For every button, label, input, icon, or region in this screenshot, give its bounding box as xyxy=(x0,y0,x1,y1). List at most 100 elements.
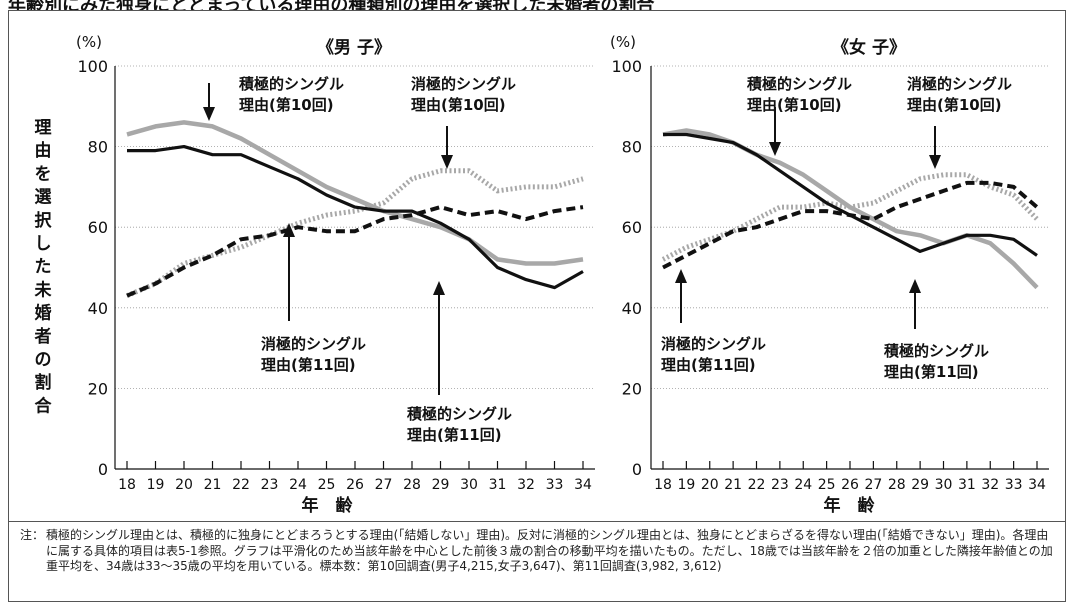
y-axis-label-char: 割 xyxy=(35,372,52,393)
annotation-negative_11-line: 消極的シングル xyxy=(661,335,766,353)
annotation-arrow-negative_10 xyxy=(441,126,453,169)
x-tick-label: 20 xyxy=(175,477,193,493)
y-tick-label: 80 xyxy=(88,138,108,157)
annotation-negative_10-line: 消極的シングル xyxy=(411,75,516,93)
note-label: 注： xyxy=(20,528,45,542)
x-tick-label: 28 xyxy=(888,477,906,493)
annotation-arrow-positive_10 xyxy=(203,83,215,121)
x-tick-label: 25 xyxy=(318,477,336,493)
y-axis-label-char: 合 xyxy=(35,395,53,416)
x-tick-label: 30 xyxy=(460,477,478,493)
x-tick-label: 26 xyxy=(841,477,859,493)
y-unit-label: (%) xyxy=(76,33,102,51)
x-tick-label: 18 xyxy=(118,477,136,493)
x-tick-label: 29 xyxy=(432,477,450,493)
x-tick-label: 27 xyxy=(375,477,393,493)
y-tick-label: 20 xyxy=(88,379,108,398)
x-tick-label: 33 xyxy=(546,477,564,493)
series-line-positive_10 xyxy=(126,120,584,266)
figure-note: 注： 積極的シングル理由とは、積極的に独身にとどまろうとする理由(「結婚しない」… xyxy=(8,521,1066,602)
x-tick-label: 20 xyxy=(701,477,719,493)
y-axis-label-char: 理 xyxy=(35,118,52,138)
y-tick-label: 40 xyxy=(622,299,642,318)
annotation-negative_11-line: 消極的シングル xyxy=(261,335,366,353)
y-axis-label: 理由を選択した未婚者の割合 xyxy=(34,118,53,416)
x-tick-label: 34 xyxy=(574,477,592,493)
charts-canvas: 理由を選択した未婚者の割合 《男 子》 (%) 0 20 40 60 80 100 18 19 20 2… xyxy=(34,33,1049,516)
y-tick-label: 40 xyxy=(88,299,108,318)
y-axis-label-char: 者 xyxy=(34,326,52,347)
x-tick-label: 22 xyxy=(748,477,766,493)
annotation-positive_11-line: 積極的シングル xyxy=(406,405,512,423)
x-tick-label: 31 xyxy=(958,477,976,493)
y-tick-label: 0 xyxy=(632,460,642,479)
y-axis-label-char: 由 xyxy=(35,140,52,161)
x-tick-label: 19 xyxy=(677,477,695,493)
x-tick-label: 22 xyxy=(232,477,250,493)
annotation-positive_11-line: 積極的シングル xyxy=(883,342,989,360)
x-tick-label: 23 xyxy=(261,477,279,493)
annotation-positive_10-line: 積極的シングル xyxy=(238,75,344,93)
x-tick-label: 27 xyxy=(864,477,882,493)
annotation-negative_11-line: 理由(第11回) xyxy=(661,356,756,374)
x-tick-label: 24 xyxy=(289,477,307,493)
x-tick-label: 32 xyxy=(981,477,999,493)
annotation-negative_10-line: 理由(第10回) xyxy=(411,96,506,114)
x-tick-label: 19 xyxy=(147,477,165,493)
x-tick-label: 25 xyxy=(818,477,836,493)
y-axis-label-char: し xyxy=(35,234,52,254)
annotation-positive_11-line: 理由(第11回) xyxy=(407,426,502,444)
y-axis-label-char: た xyxy=(35,257,52,277)
x-tick-label: 21 xyxy=(204,477,222,493)
x-tick-label: 18 xyxy=(654,477,672,493)
x-tick-label: 26 xyxy=(346,477,364,493)
chart-title: 《女 子》 xyxy=(832,37,906,58)
y-axis-label-char: を xyxy=(35,164,52,184)
x-tick-label: 21 xyxy=(724,477,742,493)
annotation-positive_10-line: 理由(第10回) xyxy=(239,96,334,114)
y-tick-label: 20 xyxy=(622,379,642,398)
annotation-arrow-negative_11 xyxy=(283,223,295,321)
annotation-negative_10-line: 理由(第10回) xyxy=(907,96,1002,114)
y-axis-label-char: の xyxy=(35,350,52,370)
x-tick-label: 31 xyxy=(489,477,507,493)
x-tick-label: 29 xyxy=(911,477,929,493)
series-line-negative_11 xyxy=(662,180,1039,270)
x-tick-label: 24 xyxy=(794,477,812,493)
y-tick-label: 0 xyxy=(98,460,108,479)
y-tick-label: 60 xyxy=(622,218,642,237)
x-tick-label: 34 xyxy=(1028,477,1046,493)
annotation-arrow-negative_11 xyxy=(675,269,687,323)
annotation-positive_10-line: 理由(第10回) xyxy=(747,96,842,114)
x-tick-label: 30 xyxy=(935,477,953,493)
x-axis-label: 年 齢 xyxy=(824,495,876,516)
note-text: 積極的シングル理由とは、積極的に独身にとどまろうとする理由(「結婚しない」理由)… xyxy=(46,528,1053,573)
annotation-arrow-positive_10 xyxy=(769,107,781,156)
y-axis-label-char: 選 xyxy=(35,188,52,208)
chart-title: 《男 子》 xyxy=(317,37,391,58)
annotation-arrow-negative_10 xyxy=(929,126,941,169)
series-line-negative_10 xyxy=(126,168,584,299)
annotation-positive_10-line: 積極的シングル xyxy=(746,75,852,93)
y-tick-label: 80 xyxy=(622,138,642,157)
annotation-arrow-positive_11 xyxy=(433,281,445,395)
annotation-positive_11-line: 理由(第11回) xyxy=(884,363,979,381)
y-tick-label: 60 xyxy=(88,218,108,237)
series-line-negative_11 xyxy=(126,205,584,298)
x-tick-label: 33 xyxy=(1005,477,1023,493)
x-axis-label: 年 齢 xyxy=(302,495,354,516)
x-tick-label: 28 xyxy=(403,477,421,493)
y-axis-label-char: 択 xyxy=(35,210,53,231)
annotation-negative_11-line: 理由(第11回) xyxy=(261,356,356,374)
y-axis-label-char: 未 xyxy=(34,279,52,300)
series-line-positive_11 xyxy=(127,145,584,290)
y-axis-label-char: 婚 xyxy=(35,303,52,324)
y-unit-label: (%) xyxy=(610,33,636,51)
y-tick-label: 100 xyxy=(77,57,108,76)
figure-frame: 理由を選択した未婚者の割合 《男 子》 (%) 0 20 40 60 80 100 18 19 20 2… xyxy=(8,10,1066,602)
y-tick-label: 100 xyxy=(611,57,642,76)
annotation-arrow-positive_11 xyxy=(909,279,921,329)
x-tick-label: 32 xyxy=(517,477,535,493)
x-tick-label: 23 xyxy=(771,477,789,493)
annotation-negative_10-line: 消極的シングル xyxy=(907,75,1012,93)
